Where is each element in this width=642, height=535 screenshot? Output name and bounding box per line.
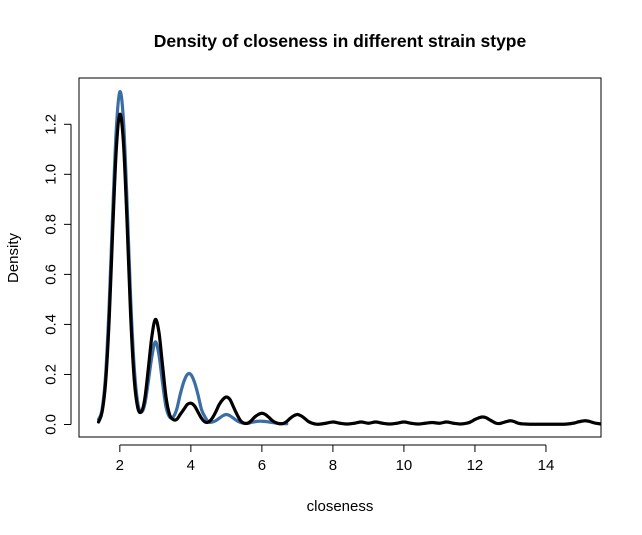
series-line-blue (96, 90, 289, 426)
y-tick-label: 0.6 (43, 264, 60, 285)
y-tick-label: 0.8 (43, 214, 60, 235)
plot-frame (78, 77, 602, 438)
y-tick-label: 0.0 (43, 414, 60, 435)
x-tick-label: 14 (538, 457, 555, 474)
x-tick-label: 6 (258, 457, 266, 474)
series-group (96, 90, 601, 426)
x-tick-label: 2 (116, 457, 124, 474)
x-tick-label: 12 (467, 457, 484, 474)
chart-title: Density of closeness in different strain… (154, 31, 527, 51)
y-tick-label: 1.2 (43, 114, 60, 135)
series-line-black (96, 112, 601, 426)
y-axis: 0.0 0.2 0.4 0.6 0.8 1.0 1.2 (43, 114, 72, 435)
y-tick-label: 0.2 (43, 364, 60, 385)
x-tick-label: 4 (187, 457, 195, 474)
x-tick-label: 10 (396, 457, 413, 474)
x-axis: 2 4 6 8 10 12 14 (116, 444, 555, 474)
x-tick-label: 8 (329, 457, 337, 474)
x-axis-label: closeness (307, 498, 374, 515)
y-axis-label: Density (5, 232, 22, 283)
y-tick-label: 0.4 (43, 314, 60, 335)
y-tick-label: 1.0 (43, 164, 60, 185)
